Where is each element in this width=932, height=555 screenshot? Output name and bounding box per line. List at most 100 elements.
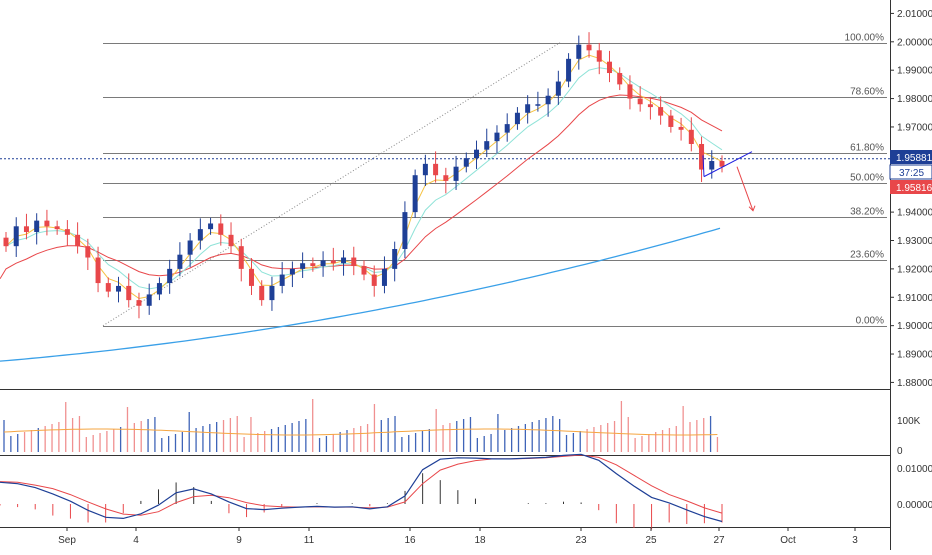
candle-body-down	[75, 234, 81, 247]
candle-body-down	[218, 223, 224, 235]
candle-body-up	[422, 163, 428, 176]
triangle-lower-line	[703, 151, 753, 178]
candle-body-up	[13, 226, 19, 247]
candle-body-up	[535, 104, 541, 106]
candlesticks	[3, 32, 725, 319]
candle-body-down	[64, 229, 70, 235]
macd-axis-label-upper: 0.01000	[897, 464, 932, 475]
current-price-badge: 1.95881	[890, 150, 932, 164]
candle-body-up	[576, 44, 582, 59]
candle-body-down	[23, 226, 29, 232]
countdown-label: 37:25	[899, 168, 924, 179]
candle-body-up	[177, 254, 183, 269]
candle-body-up	[289, 268, 295, 275]
candle-body-up	[187, 240, 193, 255]
time-axis-tick-label: Oct	[780, 535, 796, 546]
price-axis-tick-label: 2.01000	[897, 9, 932, 20]
candle-body-down	[85, 246, 91, 258]
fib-level-label: 61.80%	[850, 143, 884, 154]
time-axis-tick-label: 18	[474, 535, 486, 546]
ma-long-line	[0, 227, 721, 362]
candle-body-down	[330, 260, 336, 264]
fib-trendline	[102, 42, 561, 327]
candle-body-up	[167, 268, 173, 284]
candle-body-down	[371, 274, 377, 286]
volume-axis-label-zero: 0	[897, 446, 903, 457]
candle-body-up	[116, 285, 122, 292]
time-axis-tick-label: 9	[236, 535, 242, 546]
candle-body-up	[34, 220, 40, 232]
candle-body-up	[566, 58, 572, 82]
volume-axis-label-100k: 100K	[897, 416, 921, 427]
price-axis-tick-label: 1.91000	[897, 293, 932, 304]
candle-body-up	[484, 141, 490, 150]
candle-body-down	[658, 107, 664, 116]
forecast-arrow-head	[748, 205, 756, 212]
candle-body-up	[514, 112, 520, 125]
candle-body-up	[504, 124, 510, 133]
time-axis[interactable]: Sep 4 9 11 16 18 23 25 27 Oct 3	[58, 527, 858, 546]
time-axis-tick-label: 27	[713, 535, 725, 546]
candle-body-down	[596, 50, 602, 62]
candle-body-up	[545, 95, 551, 105]
candle-body-down	[688, 129, 694, 144]
drawing-overlays[interactable]	[702, 151, 756, 212]
fibonacci-retracement[interactable]: 100.00% 78.60% 61.80% 50.00% 38.20% 23.60% 0.0…	[0, 33, 890, 327]
candle-body-down	[443, 175, 449, 181]
time-axis-tick-label: 4	[133, 535, 139, 546]
candle-body-down	[3, 237, 9, 247]
candle-body-down	[606, 61, 612, 74]
macd-line	[0, 453, 723, 523]
triangle-left-line	[702, 155, 705, 177]
current-price-label: 1.95881	[896, 153, 932, 164]
candle-body-up	[269, 285, 275, 301]
time-axis-tick-label: 11	[304, 535, 315, 546]
candle-body-down	[44, 220, 50, 227]
candle-body-up	[300, 263, 306, 269]
fib-level-label: 23.60%	[850, 250, 884, 261]
volume-pane	[3, 399, 719, 452]
candle-body-down	[95, 257, 101, 284]
candle-body-down	[54, 226, 60, 230]
second-price-badge: 1.95816	[890, 180, 932, 194]
time-axis-tick-label: 3	[852, 535, 858, 546]
price-axis-tick-label: 1.89000	[897, 350, 932, 361]
fib-level-label: 0.00%	[856, 316, 884, 327]
candle-body-down	[136, 300, 142, 306]
time-axis-tick-label: Sep	[58, 535, 76, 546]
candle-body-up	[156, 283, 162, 295]
candle-body-up	[463, 158, 469, 167]
fib-level-label: 78.60%	[850, 87, 884, 98]
price-axis-tick-label: 1.88000	[897, 378, 932, 389]
countdown-badge-bg	[889, 164, 932, 180]
candle-body-up	[474, 149, 480, 159]
current-price-badge-bg	[890, 150, 932, 164]
price-axis-tick-label: 1.90000	[897, 321, 932, 332]
candle-body-up	[709, 161, 715, 170]
macd-pane	[0, 453, 723, 530]
candle-body-down	[238, 246, 244, 269]
candle-body-up	[392, 249, 398, 269]
candle-body-up	[279, 274, 285, 286]
candle-body-up	[341, 257, 347, 264]
candle-body-down	[668, 115, 674, 127]
candle-body-down	[647, 104, 653, 108]
candle-body-up	[453, 166, 459, 181]
candle-body-down	[228, 234, 234, 247]
fib-level-label: 100.00%	[845, 33, 885, 44]
price-axis-tick-label: 1.97000	[897, 122, 932, 133]
candle-body-up	[525, 104, 531, 113]
candle-body-down	[259, 285, 265, 301]
candle-body-down	[637, 98, 643, 105]
second-price-badge-bg	[890, 180, 932, 194]
candle-body-up	[555, 81, 561, 96]
price-axis-tick-label: 2.00000	[897, 37, 932, 48]
fib-level-label: 50.00%	[850, 173, 884, 184]
candle-body-down	[126, 285, 132, 301]
fib-level-label: 38.20%	[850, 207, 884, 218]
price-axis-tick-label: 1.98000	[897, 94, 932, 105]
macd-axis-label-zero: 0.00000	[897, 500, 932, 511]
